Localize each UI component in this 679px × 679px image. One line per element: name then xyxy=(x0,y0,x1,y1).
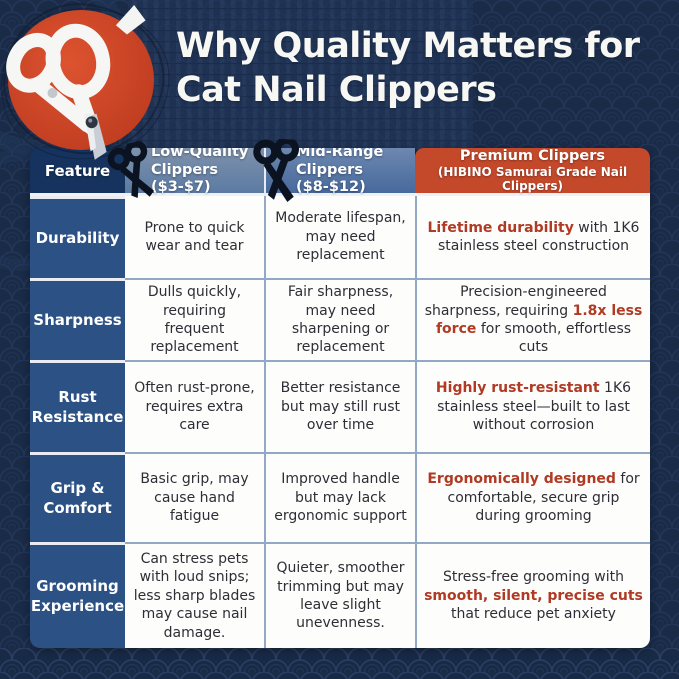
header-feature: Feature xyxy=(30,148,125,196)
feature-cell: Grip & Comfort xyxy=(30,452,125,542)
header-feature-label: Feature xyxy=(44,161,111,180)
page-title-line2: Cat Nail Clippers xyxy=(176,70,497,111)
feature-cell: Sharpness xyxy=(30,278,125,360)
premium-plain-text: with 1K6 stainless steel construction xyxy=(437,219,640,254)
mid-range-cell: Moderate lifespan, may need replacement xyxy=(264,196,415,278)
premium-cell: Lifetime durability with 1K6 stainless s… xyxy=(415,196,650,278)
premium-highlight-text: Highly rust-resistant xyxy=(435,380,600,397)
premium-plain-text: for smooth, effortless cuts xyxy=(476,321,632,356)
premium-cell: Precision-engineered sharpness, requirin… xyxy=(415,278,650,360)
header-premium-sublabel: (HIBINO Samurai Grade Nail Clippers) xyxy=(437,165,628,193)
premium-cell: Highly rust-resistant 1K6 stainless stee… xyxy=(415,360,650,452)
premium-plain-text: Stress-free grooming with xyxy=(442,569,625,586)
header-mid-range-label: Mid-Range Clippers ($8-$12) xyxy=(296,148,384,196)
premium-cell-text: Precision-engineered sharpness, requirin… xyxy=(424,283,643,357)
mid-range-cell: Fair sharpness, may need sharpening or r… xyxy=(264,278,415,360)
premium-plain-text: for comfortable, secure grip during groo… xyxy=(447,471,640,525)
premium-cell-text: Lifetime durability with 1K6 stainless s… xyxy=(424,219,643,256)
feature-cell: Durability xyxy=(30,196,125,278)
premium-highlight-text: Ergonomically designed xyxy=(427,471,616,488)
premium-cell-text: Stress-free grooming with smooth, silent… xyxy=(424,568,643,623)
premium-cell: Ergonomically designed for comfortable, … xyxy=(415,452,650,542)
mid-range-cell: Better resistance but may still rust ove… xyxy=(264,360,415,452)
comparison-table: Feature Low-Quality Clippers ($3-$7) Mid… xyxy=(30,148,650,648)
low-quality-cell: Can stress pets with loud snips; less sh… xyxy=(125,542,264,648)
header-premium: Premium Clippers (HIBINO Samurai Grade N… xyxy=(415,148,650,196)
feature-cell: Rust Resistance xyxy=(30,360,125,452)
page-title-line1: Why Quality Matters for xyxy=(176,26,640,66)
premium-plain-text: Precision-engineered sharpness, requirin… xyxy=(424,284,607,319)
mid-range-cell: Quieter, smoother trimming but may leave… xyxy=(264,542,415,648)
feature-cell: Grooming Experience xyxy=(30,542,125,648)
low-quality-cell: Often rust-prone, requires extra care xyxy=(125,360,264,452)
premium-cell-text: Ergonomically designed for comfortable, … xyxy=(424,470,643,525)
premium-plain-text: 1K6 stainless steel—built to last withou… xyxy=(437,380,632,434)
premium-cell: Stress-free grooming with smooth, silent… xyxy=(415,542,650,648)
low-quality-cell: Prone to quick wear and tear xyxy=(125,196,264,278)
low-quality-cell: Basic grip, may cause hand fatigue xyxy=(125,452,264,542)
header-premium-label: Premium Clippers xyxy=(459,148,606,164)
premium-highlight-text: 1.8x less force xyxy=(435,302,643,337)
header-mid-range: Mid-Range Clippers ($8-$12) xyxy=(264,148,415,196)
premium-highlight-text: Lifetime durability xyxy=(427,219,574,236)
page-title: Why Quality Matters for Cat Nail Clipper… xyxy=(176,24,668,112)
header-low-quality: Low-Quality Clippers ($3-$7) xyxy=(125,148,264,196)
low-quality-cell: Dulls quickly, requiring frequent replac… xyxy=(125,278,264,360)
mid-range-cell: Improved handle but may lack ergonomic s… xyxy=(264,452,415,542)
header-low-quality-label: Low-Quality Clippers ($3-$7) xyxy=(151,148,249,196)
premium-highlight-text: smooth, silent, precise cuts xyxy=(424,587,643,604)
premium-plain-text: that reduce pet anxiety xyxy=(451,606,616,623)
premium-cell-text: Highly rust-resistant 1K6 stainless stee… xyxy=(424,379,643,434)
